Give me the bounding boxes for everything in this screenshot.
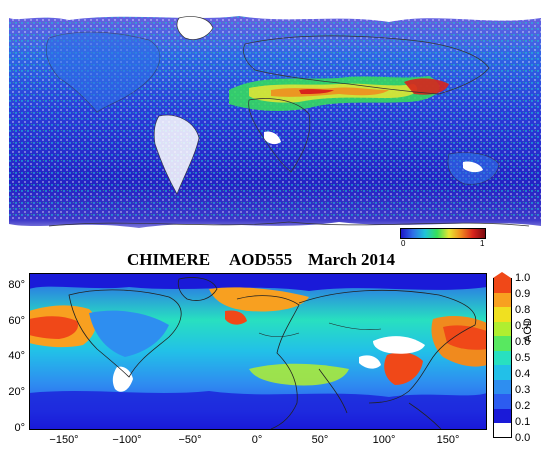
y-tick-80: 80° [8, 279, 25, 291]
satellite-colorbar [400, 228, 486, 239]
greenland [176, 16, 214, 40]
y-tick-0: 0° [14, 422, 25, 434]
east-asia-hotspot [384, 352, 423, 385]
satellite-colorbar-min-label: 0 [401, 239, 406, 248]
colorbar-tick-label: 0.8 [515, 304, 531, 316]
eurasia [243, 35, 490, 95]
colorbar-tick-label: 0.3 [515, 384, 531, 396]
colorbar-label: AOD [522, 318, 534, 342]
y-tick-60: 60° [8, 315, 25, 327]
x-tick-50: 50° [311, 434, 329, 446]
colorbar-band [493, 394, 512, 409]
model-colorbar [493, 272, 512, 438]
colorbar-tick-label: 0.9 [515, 288, 531, 300]
y-tick-40: 40° [8, 350, 25, 362]
colorbar-band [493, 292, 512, 308]
north-america-coast [68, 289, 182, 378]
colorbar-tick-label: 0.0 [515, 432, 531, 444]
chimere-aod-map [29, 273, 487, 430]
y-tick-20: 20° [8, 386, 25, 398]
mexico-low-aod [112, 366, 133, 392]
north-atlantic-plume [209, 287, 309, 312]
title-period: March 2014 [308, 250, 396, 269]
satellite-colorbar-max-label: 1 [480, 239, 485, 248]
colorbar-tick-label: 0.5 [515, 352, 531, 364]
arctic-region [9, 4, 541, 22]
greenland-coast [177, 277, 218, 301]
colorbar-band [493, 350, 512, 366]
colorbar-tick-label: 0.1 [515, 416, 531, 428]
europe-africa-coast [236, 295, 300, 430]
north-america [45, 31, 161, 113]
x-tick-0: 0° [251, 434, 263, 446]
x-tick-150: 150° [436, 434, 460, 446]
colorbar-tick-label: 1.0 [515, 272, 531, 284]
colorbar-band [493, 379, 512, 395]
south-america [153, 114, 200, 195]
colorbar-tick-label: 0.2 [515, 400, 531, 412]
colorbar-band [493, 307, 512, 322]
colorbar-band [493, 321, 512, 337]
x-tick-100: 100° [372, 434, 396, 446]
africa [248, 98, 311, 173]
asia-coast [298, 289, 477, 404]
x-tick-minus100: −100° [112, 434, 142, 446]
colorbar-tick-label: 0.4 [515, 368, 531, 380]
satellite-aod-map [9, 4, 541, 244]
colorbar-tick-label: 0.6 [515, 336, 531, 348]
colorbar-tick-label: 0.7 [515, 320, 531, 332]
title-variable: AOD555 [229, 250, 293, 269]
colorbar-band [493, 423, 512, 438]
title-model: CHIMERE [127, 250, 211, 269]
colorbar-band [493, 408, 512, 424]
colorbar-band [493, 278, 512, 293]
colorbar-band [493, 336, 512, 351]
colorbar-max-arrow [493, 272, 511, 278]
x-tick-minus50: −50° [178, 434, 202, 446]
x-tick-minus150: −150° [49, 434, 79, 446]
colorbar-band [493, 365, 512, 380]
